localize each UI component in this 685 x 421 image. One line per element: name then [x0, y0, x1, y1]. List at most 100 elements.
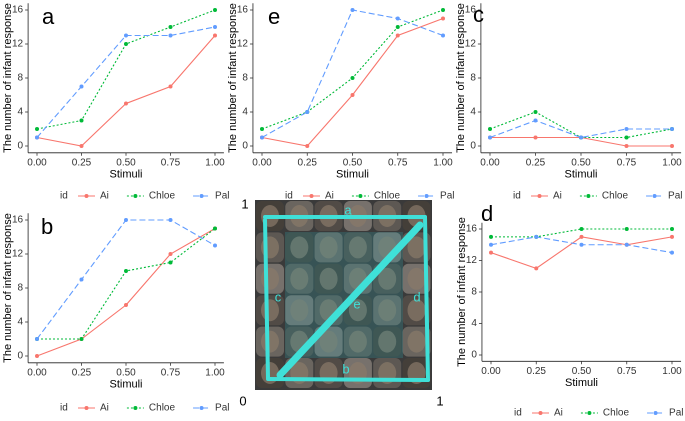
- legend-point: [358, 194, 363, 198]
- y-tick-label: 8: [18, 283, 24, 294]
- x-tick-label: 1.00: [662, 366, 682, 377]
- data-point: [579, 242, 584, 247]
- data-point: [670, 234, 674, 239]
- data-point: [395, 16, 400, 21]
- legend-label: Ai: [325, 191, 334, 202]
- y-axis-title: The number of infant response: [227, 3, 239, 153]
- face-shape: [348, 236, 367, 259]
- data-point: [79, 277, 84, 282]
- face-shape: [407, 236, 426, 259]
- legend-point: [133, 406, 138, 410]
- y-tick-label: 0: [18, 351, 24, 362]
- y-tick-label: 8: [242, 73, 248, 84]
- y-tick-label: 16: [465, 5, 477, 16]
- x-tick-label: 0.50: [116, 367, 136, 378]
- y-axis-title: The number of infant response: [2, 3, 14, 153]
- x-tick-label: 0.00: [27, 157, 47, 168]
- data-point: [579, 135, 583, 140]
- data-point: [213, 226, 217, 231]
- data-point: [670, 127, 674, 131]
- face-shape: [407, 330, 426, 353]
- data-point: [441, 33, 445, 38]
- data-point: [35, 337, 39, 341]
- y-tick-label: 8: [471, 287, 477, 298]
- data-point: [213, 25, 217, 29]
- data-point: [213, 33, 217, 38]
- series-line: [490, 236, 673, 269]
- x-axis-title: Stimuli: [564, 169, 597, 181]
- x-tick-label: 0.00: [252, 157, 272, 168]
- legend-title: id: [513, 191, 521, 202]
- data-point: [533, 118, 538, 123]
- data-point: [124, 218, 128, 222]
- x-tick-label: 0.25: [72, 157, 92, 168]
- data-point: [350, 8, 355, 12]
- legend-title: id: [60, 403, 68, 414]
- x-tick-label: 0.75: [388, 157, 408, 168]
- series-line: [36, 228, 216, 357]
- face-shape: [348, 299, 367, 322]
- data-point: [533, 135, 538, 140]
- data-point: [670, 250, 674, 255]
- face-shape: [407, 267, 426, 290]
- data-point: [168, 218, 173, 222]
- data-point: [305, 144, 310, 148]
- corner-label: 1: [436, 393, 443, 408]
- y-tick-label: 12: [12, 249, 24, 260]
- data-point: [260, 135, 264, 140]
- data-point: [168, 33, 173, 38]
- image-background: [255, 200, 432, 390]
- legend-point: [199, 194, 204, 198]
- x-tick-label: 1.00: [205, 367, 225, 378]
- x-tick-label: 0.50: [116, 157, 136, 168]
- panel-label: d: [481, 201, 493, 226]
- series-line: [36, 35, 216, 147]
- data-point: [624, 144, 629, 148]
- x-tick-label: 0.25: [72, 367, 92, 378]
- y-tick-label: 4: [470, 107, 476, 118]
- legend-title: id: [285, 191, 293, 202]
- x-tick-label: 0.25: [527, 366, 547, 377]
- data-point: [35, 127, 39, 131]
- data-point: [305, 110, 310, 114]
- y-tick-label: 0: [470, 141, 476, 152]
- y-tick-label: 16: [237, 5, 249, 16]
- data-point: [213, 8, 217, 12]
- y-tick-label: 12: [237, 39, 249, 50]
- data-point: [168, 25, 173, 29]
- data-point: [35, 354, 39, 358]
- legend-label: Ai: [100, 403, 109, 414]
- series-line: [489, 111, 673, 139]
- legend-label: Ai: [553, 191, 562, 202]
- x-tick-label: 0.00: [480, 157, 500, 168]
- x-tick-label: 0.50: [572, 366, 592, 377]
- line-label: a: [344, 202, 352, 217]
- legend-label: Ai: [554, 408, 563, 419]
- data-point: [79, 118, 84, 123]
- y-axis-title: The number of infant response: [455, 3, 467, 153]
- y-tick-label: 12: [466, 255, 478, 266]
- x-tick-label: 1.00: [205, 157, 225, 168]
- data-point: [213, 243, 217, 248]
- face-shape: [378, 267, 397, 290]
- series-line: [489, 119, 672, 139]
- line-b: [266, 377, 430, 382]
- line-d: [423, 215, 430, 382]
- y-tick-label: 12: [12, 39, 24, 50]
- data-point: [395, 25, 400, 29]
- series-line: [37, 228, 216, 340]
- legend-label: Chloe: [602, 191, 629, 202]
- y-tick-label: 4: [18, 107, 24, 118]
- legend-title: id: [60, 191, 68, 202]
- y-tick-label: 16: [12, 5, 24, 16]
- line-label: e: [353, 296, 360, 311]
- x-axis-title: Stimuli: [109, 169, 142, 181]
- legend-point: [538, 411, 543, 415]
- y-axis-title: The number of infant response: [2, 213, 14, 363]
- legend-point: [424, 194, 429, 198]
- face-shape: [378, 330, 397, 353]
- legend-label: Pal: [668, 191, 682, 202]
- x-tick-label: 0.00: [27, 367, 47, 378]
- data-point: [441, 16, 445, 21]
- data-point: [35, 135, 39, 140]
